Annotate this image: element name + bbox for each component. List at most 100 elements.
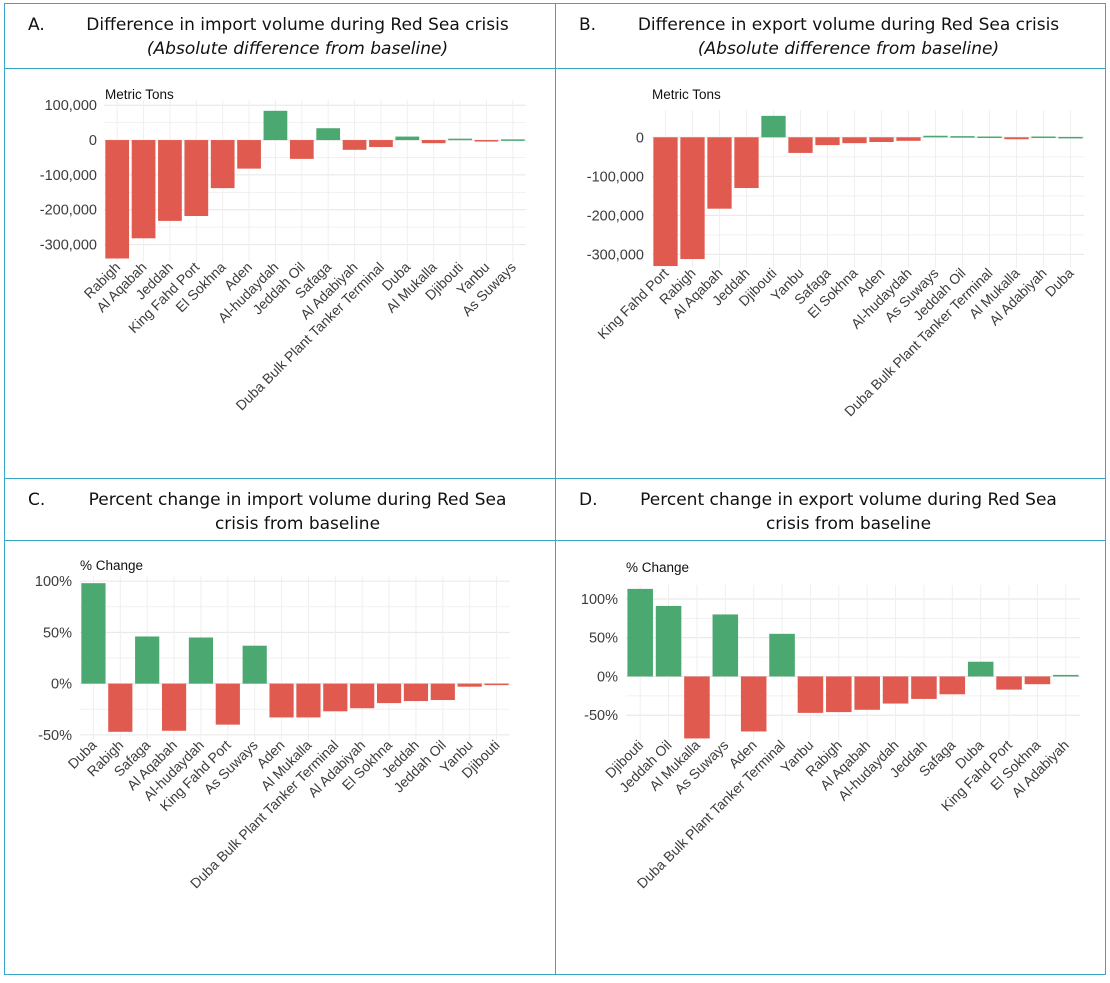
panel-c-header: C. Percent change in import volume durin… xyxy=(4,478,555,536)
y-tick-label: 0% xyxy=(51,677,72,693)
bar-king-fahd-port xyxy=(215,683,240,725)
bar-rabigh xyxy=(105,140,130,259)
bar-rabigh xyxy=(108,683,133,732)
bar-al-hudaydah xyxy=(882,676,909,704)
bar-as-suways xyxy=(242,645,267,684)
bar-al-hudaydah xyxy=(188,637,214,684)
bar-rabigh xyxy=(826,676,852,713)
panel-d-letter: D. xyxy=(579,490,598,510)
y-axis-label-a: Metric Tons xyxy=(105,87,174,102)
panel-a-letter: A. xyxy=(28,15,45,35)
bar-aden xyxy=(740,676,767,732)
bar-as-suways xyxy=(712,614,739,677)
y-tick-label: 0 xyxy=(89,133,97,149)
bar-djibouti xyxy=(484,683,509,686)
y-tick-label: -50% xyxy=(38,728,72,744)
y-tick-label: -100,000 xyxy=(40,168,97,184)
bar-aden xyxy=(869,137,894,142)
bar-el-sokhna xyxy=(842,137,867,144)
panel-a-header: A. Difference in import volume during Re… xyxy=(4,3,555,61)
panel-b-header: B. Difference in export volume during Re… xyxy=(555,3,1106,61)
panel-c-title: Percent change in import volume during R… xyxy=(88,490,507,510)
panel-divider-vertical xyxy=(555,3,556,975)
bar-yanbu xyxy=(457,683,482,687)
bar-safaga xyxy=(316,128,341,141)
bar-yanbu xyxy=(788,137,813,153)
bar-djibouti xyxy=(627,588,653,677)
bar-al-aqabah xyxy=(854,676,880,710)
bar-al-aqabah xyxy=(161,683,187,731)
bar-duba xyxy=(1058,136,1083,139)
bar-yanbu xyxy=(797,676,824,713)
y-tick-label: 0 xyxy=(636,130,644,146)
y-tick-label: -300,000 xyxy=(40,238,97,254)
panel-d-subtitle: crisis from baseline xyxy=(765,514,932,534)
y-tick-label: 0% xyxy=(597,669,618,685)
header-divider-bottom xyxy=(4,540,1106,541)
bar-al-adabiyah xyxy=(342,140,367,150)
panel-c: C. Percent change in import volume durin… xyxy=(4,478,555,975)
panel-a-title: Difference in import volume during Red S… xyxy=(86,15,509,35)
header-divider-top xyxy=(4,68,1106,69)
y-tick-label: -300,000 xyxy=(587,247,644,263)
gridlines-d xyxy=(626,585,1080,740)
panel-b-letter: B. xyxy=(579,15,597,35)
bar-jeddah-oil xyxy=(655,605,682,677)
bar-el-sokhna xyxy=(210,140,235,189)
bar-jeddah xyxy=(734,137,759,189)
y-tick-label: 100,000 xyxy=(45,98,97,114)
y-tick-label: 100% xyxy=(581,592,618,608)
bar-king-fahd-port xyxy=(996,676,1022,690)
y-tick-label: 50% xyxy=(589,631,618,647)
bar-duba-bulk-plant-tanker-terminal xyxy=(369,140,393,148)
y-tick-label: -50% xyxy=(584,708,618,724)
bar-jeddah-oil xyxy=(289,140,314,159)
bar-jeddah-oil xyxy=(430,683,455,701)
bar-jeddah xyxy=(403,683,429,702)
bar-duba-bulk-plant-tanker-terminal xyxy=(323,683,348,712)
bar-al-mukalla xyxy=(421,140,446,144)
bar-jeddah-oil xyxy=(950,136,975,138)
y-tick-label: -200,000 xyxy=(40,203,97,219)
bar-al-aqabah xyxy=(707,137,732,209)
panel-b-subtitle: (Absolute difference from baseline) xyxy=(697,39,1000,59)
bar-king-fahd-port xyxy=(184,140,209,217)
bar-duba-bulk-plant-tanker-terminal xyxy=(769,633,795,677)
bar-safaga xyxy=(939,676,966,695)
bar-al-hudaydah xyxy=(263,110,288,141)
panel-a: A. Difference in import volume during Re… xyxy=(4,3,555,478)
bar-el-sokhna xyxy=(376,683,402,704)
panel-c-subtitle: crisis from baseline xyxy=(214,514,381,534)
bar-al-adabiyah xyxy=(350,683,375,709)
bar-al-mukalla xyxy=(296,683,321,718)
bar-jeddah xyxy=(158,140,182,221)
bar-as-suways xyxy=(923,135,948,138)
bar-al-mukalla xyxy=(684,676,710,739)
bar-djibouti xyxy=(448,138,472,141)
bar-al-adabiyah xyxy=(1031,136,1056,139)
panel-d-header: D. Percent change in export volume durin… xyxy=(555,478,1106,536)
y-tick-label: 100% xyxy=(35,574,72,590)
bar-king-fahd-port xyxy=(653,137,678,267)
bar-el-sokhna xyxy=(1024,676,1051,685)
bar-al-hudaydah xyxy=(896,137,921,141)
bar-al-mukalla xyxy=(1004,137,1029,140)
panel-d: D. Percent change in export volume durin… xyxy=(555,478,1106,975)
panel-b-title: Difference in export volume during Red S… xyxy=(637,15,1060,35)
bar-duba xyxy=(395,136,420,141)
bar-safaga xyxy=(135,636,160,684)
bar-safaga xyxy=(815,137,840,146)
y-axis-label-d: % Change xyxy=(626,560,689,575)
y-axis-label-c: % Change xyxy=(80,558,143,573)
bar-duba xyxy=(967,661,994,677)
y-tick-label: 50% xyxy=(43,625,72,641)
y-axis-label-b: Metric Tons xyxy=(652,87,721,102)
bar-as-suways xyxy=(500,139,525,141)
bar-duba-bulk-plant-tanker-terminal xyxy=(977,136,1002,139)
bar-al-adabiyah xyxy=(1053,674,1079,677)
bar-rabigh xyxy=(680,137,705,260)
